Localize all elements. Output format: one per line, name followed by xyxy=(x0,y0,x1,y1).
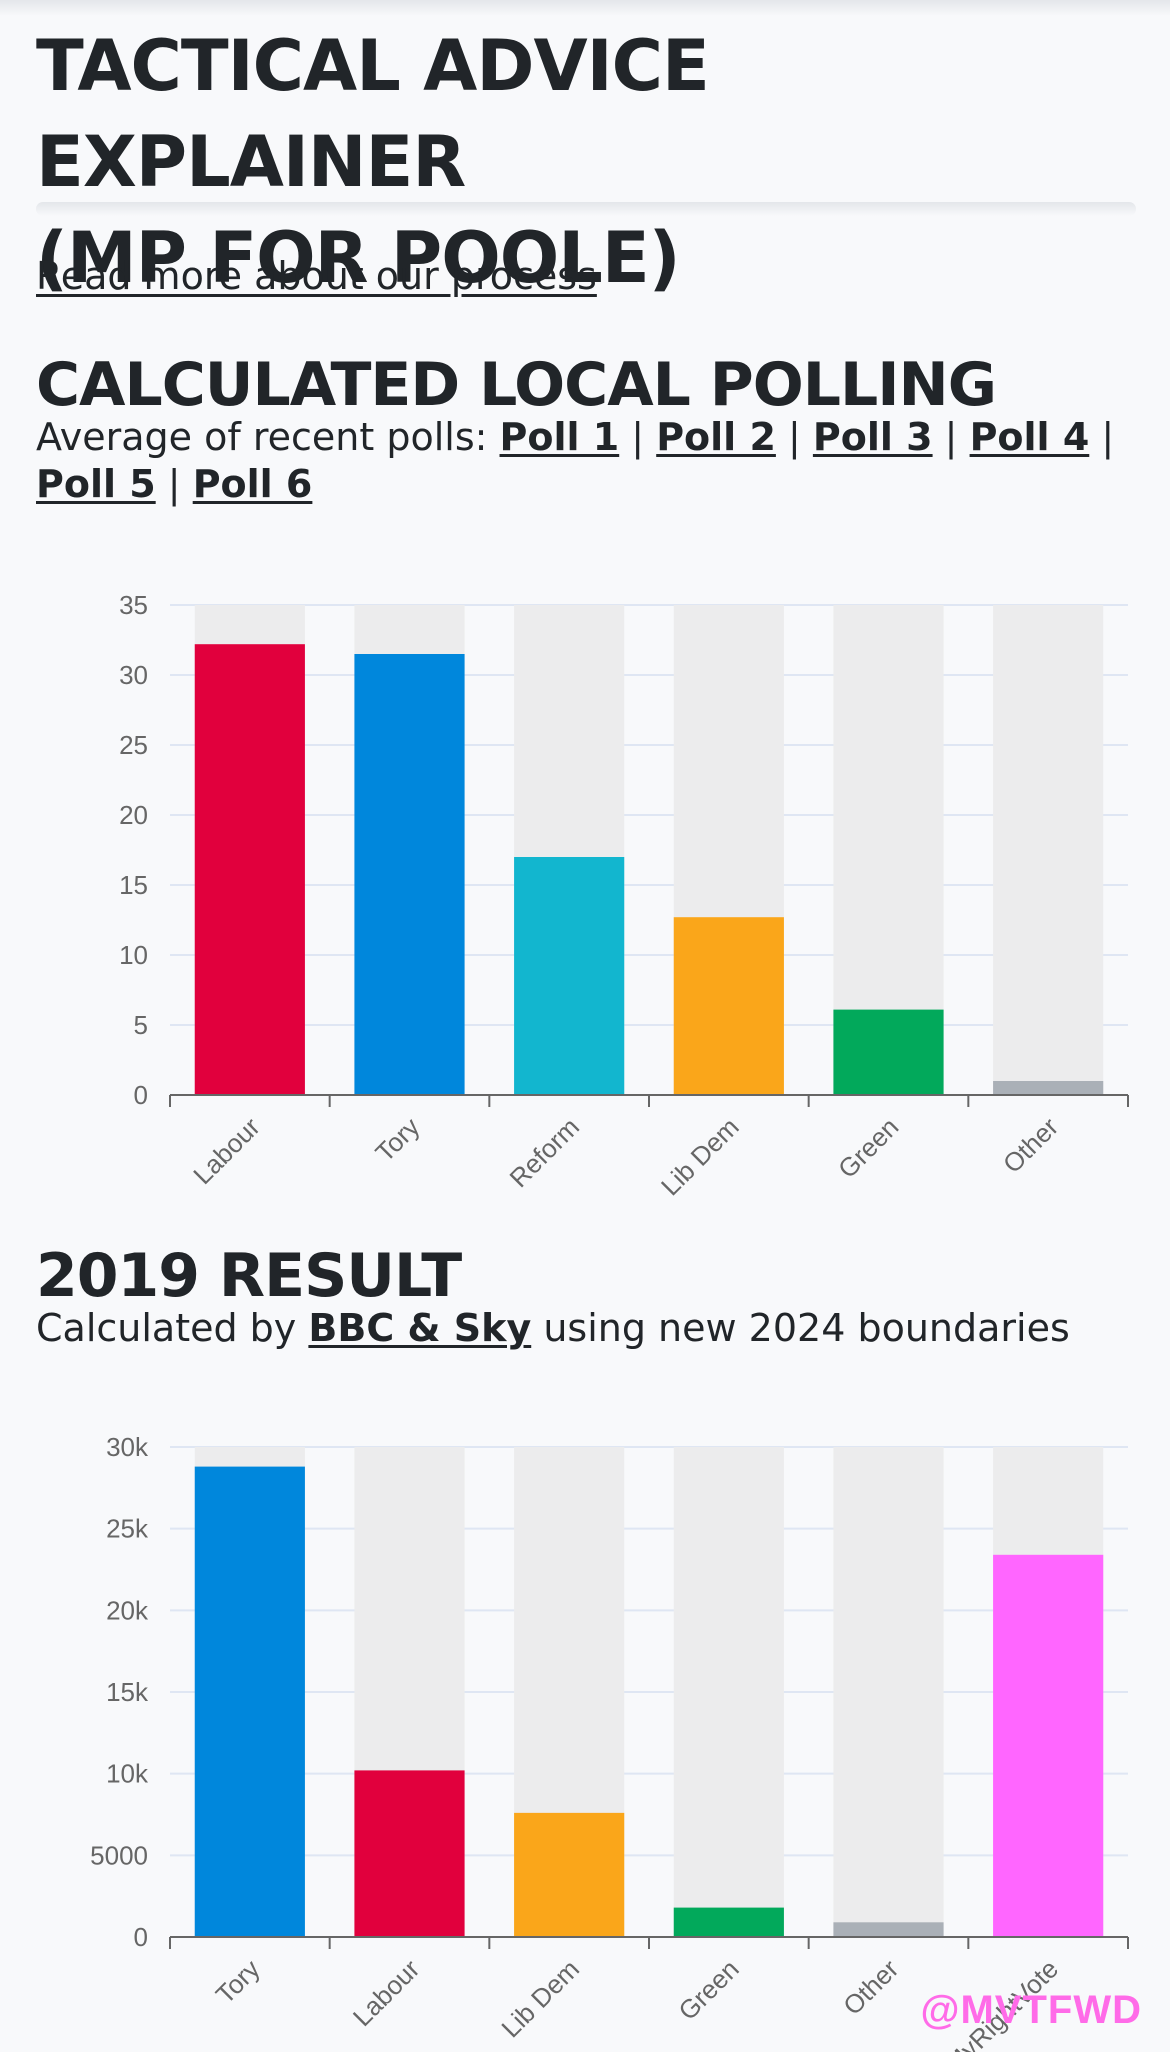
bar-labour[interactable] xyxy=(194,644,305,1095)
y-tick-label: 15 xyxy=(119,870,148,900)
y-tick-label: 0 xyxy=(134,1922,148,1952)
result-text-after: using new 2024 boundaries xyxy=(543,1306,1070,1350)
y-tick-label: 30 xyxy=(119,660,148,690)
poll-separator: | xyxy=(631,415,645,459)
y-tick-label: 20 xyxy=(119,800,148,830)
bar-reform[interactable] xyxy=(514,857,625,1095)
result-bar-chart: 0 5000 10k 15k 20k 25k 30k Tory Labour Lib Dem Gre… xyxy=(90,1432,1129,2052)
watermark-handle: @MVTFWD xyxy=(920,1988,1142,2032)
x-tick-label: Reform xyxy=(504,1112,585,1193)
bar-green[interactable] xyxy=(833,1009,944,1095)
x-tick-label: Green xyxy=(672,1954,744,2026)
bar-myrightvote[interactable] xyxy=(993,1554,1104,1937)
x-tick-label: Labour xyxy=(347,1953,426,2032)
poll-link-1[interactable]: Poll 1 xyxy=(499,415,620,459)
poll-link-2[interactable]: Poll 2 xyxy=(656,415,776,459)
bar-green[interactable] xyxy=(673,1907,784,1937)
y-tick-label: 30k xyxy=(106,1432,149,1462)
page-header: TACTICAL ADVICE EXPLAINER (MP FOR POOLE) xyxy=(36,18,1146,306)
poll-separator: | xyxy=(787,415,801,459)
y-tick-label: 25 xyxy=(119,730,148,760)
y-tick-label: 25k xyxy=(106,1514,149,1544)
poll-link-6[interactable]: Poll 6 xyxy=(192,462,313,506)
polling-section-title: CALCULATED LOCAL POLLING xyxy=(36,350,997,420)
x-tick-label: Green xyxy=(832,1112,904,1184)
y-tick-label: 5000 xyxy=(90,1840,148,1870)
y-tick-label: 0 xyxy=(134,1080,148,1110)
result-source: Calculated by BBC & Sky using new 2024 b… xyxy=(36,1305,1146,1352)
result-section-title: 2019 RESULT xyxy=(36,1241,462,1311)
bar-tory[interactable] xyxy=(354,654,465,1095)
y-tick-label: 10k xyxy=(106,1759,149,1789)
bar-labour[interactable] xyxy=(354,1770,465,1937)
poll-link-5[interactable]: Poll 5 xyxy=(36,462,156,506)
header-divider xyxy=(36,202,1136,216)
page-title-line1: TACTICAL ADVICE EXPLAINER xyxy=(36,25,710,203)
y-tick-label: 10 xyxy=(119,940,148,970)
y-tick-label: 15k xyxy=(106,1677,149,1707)
x-tick-label: Tory xyxy=(210,1954,266,2010)
bar-background xyxy=(993,605,1104,1095)
x-tick-label: Lib Dem xyxy=(495,1954,585,2044)
polling-intro: Average of recent polls: xyxy=(36,415,488,459)
bar-tory[interactable] xyxy=(194,1466,305,1937)
top-shadow xyxy=(0,0,1170,16)
poll-link-4[interactable]: Poll 4 xyxy=(969,415,1090,459)
page-title: TACTICAL ADVICE EXPLAINER (MP FOR POOLE) xyxy=(36,18,1146,306)
x-tick-label: Labour xyxy=(187,1111,266,1190)
poll-separator: | xyxy=(944,415,958,459)
y-tick-label: 5 xyxy=(134,1010,148,1040)
x-tick-label: Tory xyxy=(369,1112,425,1168)
poll-link-3[interactable]: Poll 3 xyxy=(812,415,933,459)
bbc-sky-link[interactable]: BBC & Sky xyxy=(308,1306,532,1350)
bar-background xyxy=(673,1447,784,1937)
read-more-link[interactable]: Read more about our process xyxy=(36,254,597,298)
bar-other[interactable] xyxy=(993,1081,1104,1095)
y-tick-label: 20k xyxy=(106,1595,149,1625)
polling-sources: Average of recent polls: Poll 1 | Poll 2… xyxy=(36,414,1146,508)
poll-separator: | xyxy=(1101,415,1115,459)
bar-lib-dem[interactable] xyxy=(673,917,784,1095)
result-text-before: Calculated by xyxy=(36,1306,297,1350)
x-tick-label: Lib Dem xyxy=(655,1112,745,1202)
x-tick-label: Other xyxy=(997,1111,1064,1178)
polling-bar-chart: 0 5 10 15 20 25 30 35 Labour Tory Reform Lib Dem Gre… xyxy=(119,590,1129,1202)
x-tick-label: Other xyxy=(837,1953,904,2020)
bar-lib-dem[interactable] xyxy=(514,1812,625,1937)
page-title-line2: (MP FOR POOLE) xyxy=(36,217,681,299)
bar-other[interactable] xyxy=(833,1922,944,1937)
y-tick-label: 35 xyxy=(119,590,148,620)
bar-background xyxy=(833,1447,944,1937)
poll-separator: | xyxy=(167,462,181,506)
